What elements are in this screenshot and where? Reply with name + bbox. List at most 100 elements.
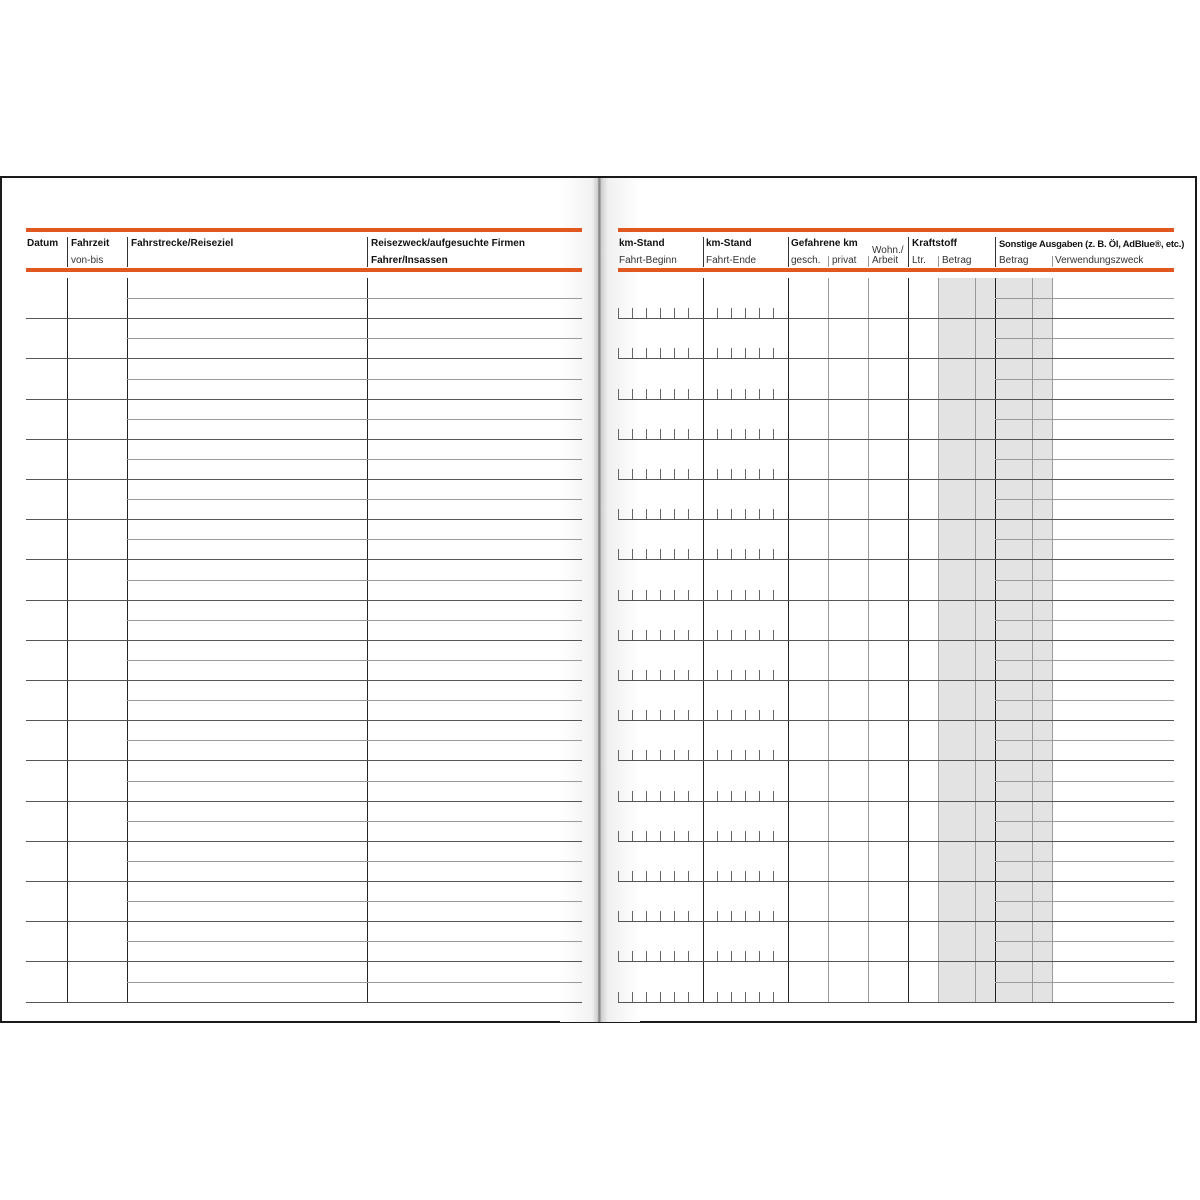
km-digit-tick xyxy=(646,630,647,640)
km-digit-tick xyxy=(646,549,647,559)
row-midline xyxy=(995,419,1174,420)
km-digit-tick xyxy=(618,469,619,479)
column-line xyxy=(1052,278,1053,1002)
row-line xyxy=(618,680,1174,681)
km-digit-tick xyxy=(618,871,619,881)
row-line xyxy=(26,881,582,882)
km-digit-tick xyxy=(717,549,718,559)
header-wohn: Wohn./ xyxy=(872,245,904,256)
km-digit-tick xyxy=(632,509,633,519)
km-digit-tick xyxy=(745,590,746,600)
km-digit-tick xyxy=(646,469,647,479)
header-sonstige-ausgaben: Sonstige Ausgaben (z. B. Öl, AdBlue®, et… xyxy=(999,238,1185,249)
header-rule-bottom xyxy=(618,268,1174,272)
row-midline xyxy=(127,338,582,339)
header-subdivider xyxy=(828,256,829,267)
km-digit-tick xyxy=(618,630,619,640)
km-digit-tick xyxy=(646,670,647,680)
row-line xyxy=(618,801,1174,802)
header-subdivider xyxy=(868,256,869,267)
km-digit-tick xyxy=(674,831,675,841)
row-line xyxy=(26,680,582,681)
row-line xyxy=(26,600,582,601)
row-line xyxy=(618,439,1174,440)
row-midline xyxy=(127,861,582,862)
km-digit-tick xyxy=(632,831,633,841)
km-digit-tick xyxy=(646,348,647,358)
row-line xyxy=(26,841,582,842)
km-digit-tick xyxy=(759,831,760,841)
km-digit-tick xyxy=(745,429,746,439)
km-digit-tick xyxy=(660,509,661,519)
km-digit-tick xyxy=(618,429,619,439)
header-datum: Datum xyxy=(27,238,59,249)
row-midline xyxy=(995,379,1174,380)
row-midline xyxy=(127,821,582,822)
row-midline xyxy=(995,861,1174,862)
km-digit-tick xyxy=(745,670,746,680)
header-divider xyxy=(703,237,704,267)
header-rule-top xyxy=(26,228,582,232)
km-digit-tick xyxy=(646,871,647,881)
km-digit-tick xyxy=(773,469,774,479)
km-digit-tick xyxy=(632,750,633,760)
km-digit-tick xyxy=(773,871,774,881)
km-digit-tick xyxy=(745,389,746,399)
km-digit-tick xyxy=(717,791,718,801)
column-line xyxy=(938,278,939,1002)
header-divider xyxy=(908,237,909,267)
header-divider xyxy=(67,237,68,267)
km-digit-tick xyxy=(731,429,732,439)
row-line xyxy=(618,881,1174,882)
km-digit-tick xyxy=(618,750,619,760)
km-digit-tick xyxy=(618,670,619,680)
km-digit-tick xyxy=(759,630,760,640)
km-digit-tick xyxy=(745,549,746,559)
km-digit-tick xyxy=(759,791,760,801)
km-digit-tick xyxy=(660,630,661,640)
km-digit-tick xyxy=(717,871,718,881)
km-digit-tick xyxy=(660,750,661,760)
km-digit-tick xyxy=(773,710,774,720)
km-digit-tick xyxy=(688,469,689,479)
km-digit-tick xyxy=(632,670,633,680)
km-digit-tick xyxy=(660,670,661,680)
km-digit-tick xyxy=(660,348,661,358)
km-digit-tick xyxy=(688,630,689,640)
header-divider xyxy=(788,237,789,267)
row-line xyxy=(26,801,582,802)
row-line xyxy=(618,519,1174,520)
row-midline xyxy=(127,660,582,661)
km-digit-tick xyxy=(731,710,732,720)
km-digit-tick xyxy=(773,831,774,841)
column-line xyxy=(367,278,368,1002)
header-km-beginn: km-Stand xyxy=(619,238,665,249)
km-digit-tick xyxy=(660,951,661,961)
row-line xyxy=(26,559,582,560)
km-digit-tick xyxy=(618,308,619,318)
row-midline xyxy=(127,740,582,741)
row-line xyxy=(26,439,582,440)
km-digit-tick xyxy=(745,831,746,841)
km-digit-tick xyxy=(660,308,661,318)
km-digit-tick xyxy=(717,348,718,358)
km-digit-tick xyxy=(731,509,732,519)
km-digit-tick xyxy=(745,951,746,961)
header-divider xyxy=(995,237,996,267)
km-digit-tick xyxy=(674,710,675,720)
header-subdivider xyxy=(1052,256,1053,267)
row-line xyxy=(618,600,1174,601)
column-line xyxy=(1032,278,1033,1002)
km-digit-tick xyxy=(745,348,746,358)
km-digit-tick xyxy=(773,670,774,680)
km-digit-tick xyxy=(731,871,732,881)
km-digit-tick xyxy=(632,951,633,961)
row-line xyxy=(618,399,1174,400)
km-digit-tick xyxy=(618,911,619,921)
km-digit-tick xyxy=(632,348,633,358)
km-digit-tick xyxy=(773,750,774,760)
row-midline xyxy=(995,338,1174,339)
row-midline xyxy=(127,901,582,902)
km-digit-tick xyxy=(632,710,633,720)
km-digit-tick xyxy=(759,469,760,479)
